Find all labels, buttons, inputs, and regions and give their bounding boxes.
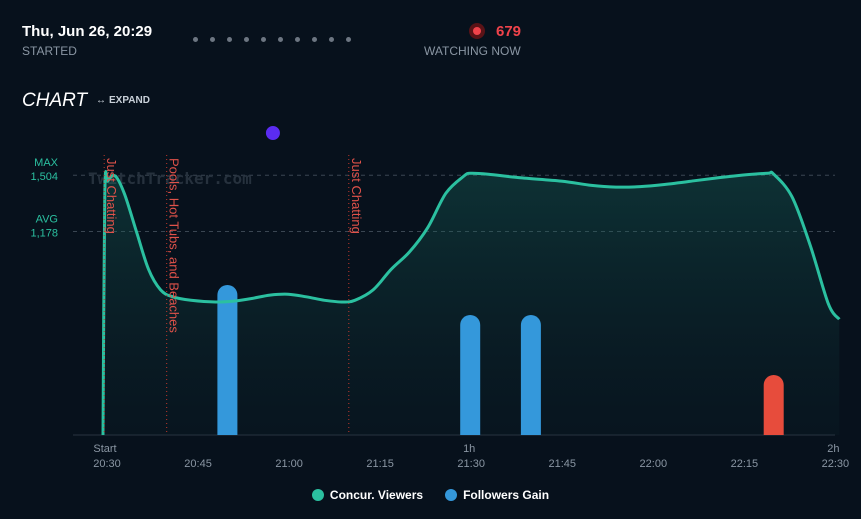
x-tick-label-6: 22:00 xyxy=(640,458,668,470)
x-tick-label-4: 21:30 xyxy=(457,458,485,470)
x-tick-top-0: Start xyxy=(93,443,116,455)
started-datetime: Thu, Jun 26, 20:29 xyxy=(22,23,153,40)
legend-label: Followers Gain xyxy=(463,488,550,502)
live-indicator-icon xyxy=(469,23,485,39)
legend-swatch xyxy=(445,489,458,501)
expand-label: EXPAND xyxy=(109,95,150,106)
category-marker-label-0[interactable]: Just Chatting xyxy=(104,158,119,234)
dot[interactable] xyxy=(295,37,300,42)
dot[interactable] xyxy=(244,37,249,42)
x-tick-top-4: 1h xyxy=(463,443,475,455)
followers-bar-3[interactable] xyxy=(763,375,784,435)
dot[interactable] xyxy=(210,37,215,42)
dot[interactable] xyxy=(329,37,334,42)
x-tick-label-1: 20:45 xyxy=(184,458,212,470)
started-label: STARTED xyxy=(22,44,77,58)
dot[interactable] xyxy=(261,37,266,42)
reference-value-max: 1,504 xyxy=(30,171,58,183)
viewers-line[interactable] xyxy=(101,170,841,436)
watermark-text: TwitchTracker.com xyxy=(88,169,252,188)
reference-label-max: MAX xyxy=(34,157,59,169)
viewers-area xyxy=(102,171,840,435)
event-marker-icon[interactable] xyxy=(265,126,280,140)
x-tick-label-5: 21:45 xyxy=(548,458,576,470)
x-tick-label-8: 22:30 xyxy=(822,458,850,470)
x-tick-top-8: 2h xyxy=(827,443,839,455)
watching-now-count: 679 xyxy=(496,23,522,40)
category-marker-label-2[interactable]: Just Chatting xyxy=(349,158,364,234)
dot[interactable] xyxy=(346,37,351,42)
chart-legend: Concur. Viewers Followers Gain xyxy=(0,488,861,502)
dot[interactable] xyxy=(278,37,283,42)
dot[interactable] xyxy=(312,37,317,42)
category-marker-label-1[interactable]: Pools, Hot Tubs, and Beaches xyxy=(167,158,182,333)
followers-bar-0[interactable] xyxy=(217,285,238,435)
dot[interactable] xyxy=(193,37,198,42)
followers-bar-1[interactable] xyxy=(460,315,481,435)
reference-label-avg: AVG xyxy=(36,214,58,226)
pagination-dots[interactable] xyxy=(193,37,351,42)
x-tick-label-3: 21:15 xyxy=(366,458,394,470)
watching-now-label: WATCHING NOW xyxy=(424,44,521,58)
followers-bar-2[interactable] xyxy=(520,315,541,435)
legend-item-1[interactable]: Followers Gain xyxy=(445,488,549,502)
x-tick-label-0: 20:30 xyxy=(93,458,121,470)
reference-value-avg: 1,178 xyxy=(30,228,58,240)
legend-item-0[interactable]: Concur. Viewers xyxy=(311,488,424,502)
legend-label: Concur. Viewers xyxy=(329,488,424,502)
legend-swatch xyxy=(311,489,324,501)
x-tick-label-2: 21:00 xyxy=(275,458,303,470)
chart-title: CHART xyxy=(22,90,88,111)
expand-button[interactable]: ↔ EXPAND xyxy=(96,95,150,106)
expand-arrows-icon: ↔ xyxy=(96,95,106,106)
x-tick-label-7: 22:15 xyxy=(731,458,759,470)
dot[interactable] xyxy=(227,37,232,42)
